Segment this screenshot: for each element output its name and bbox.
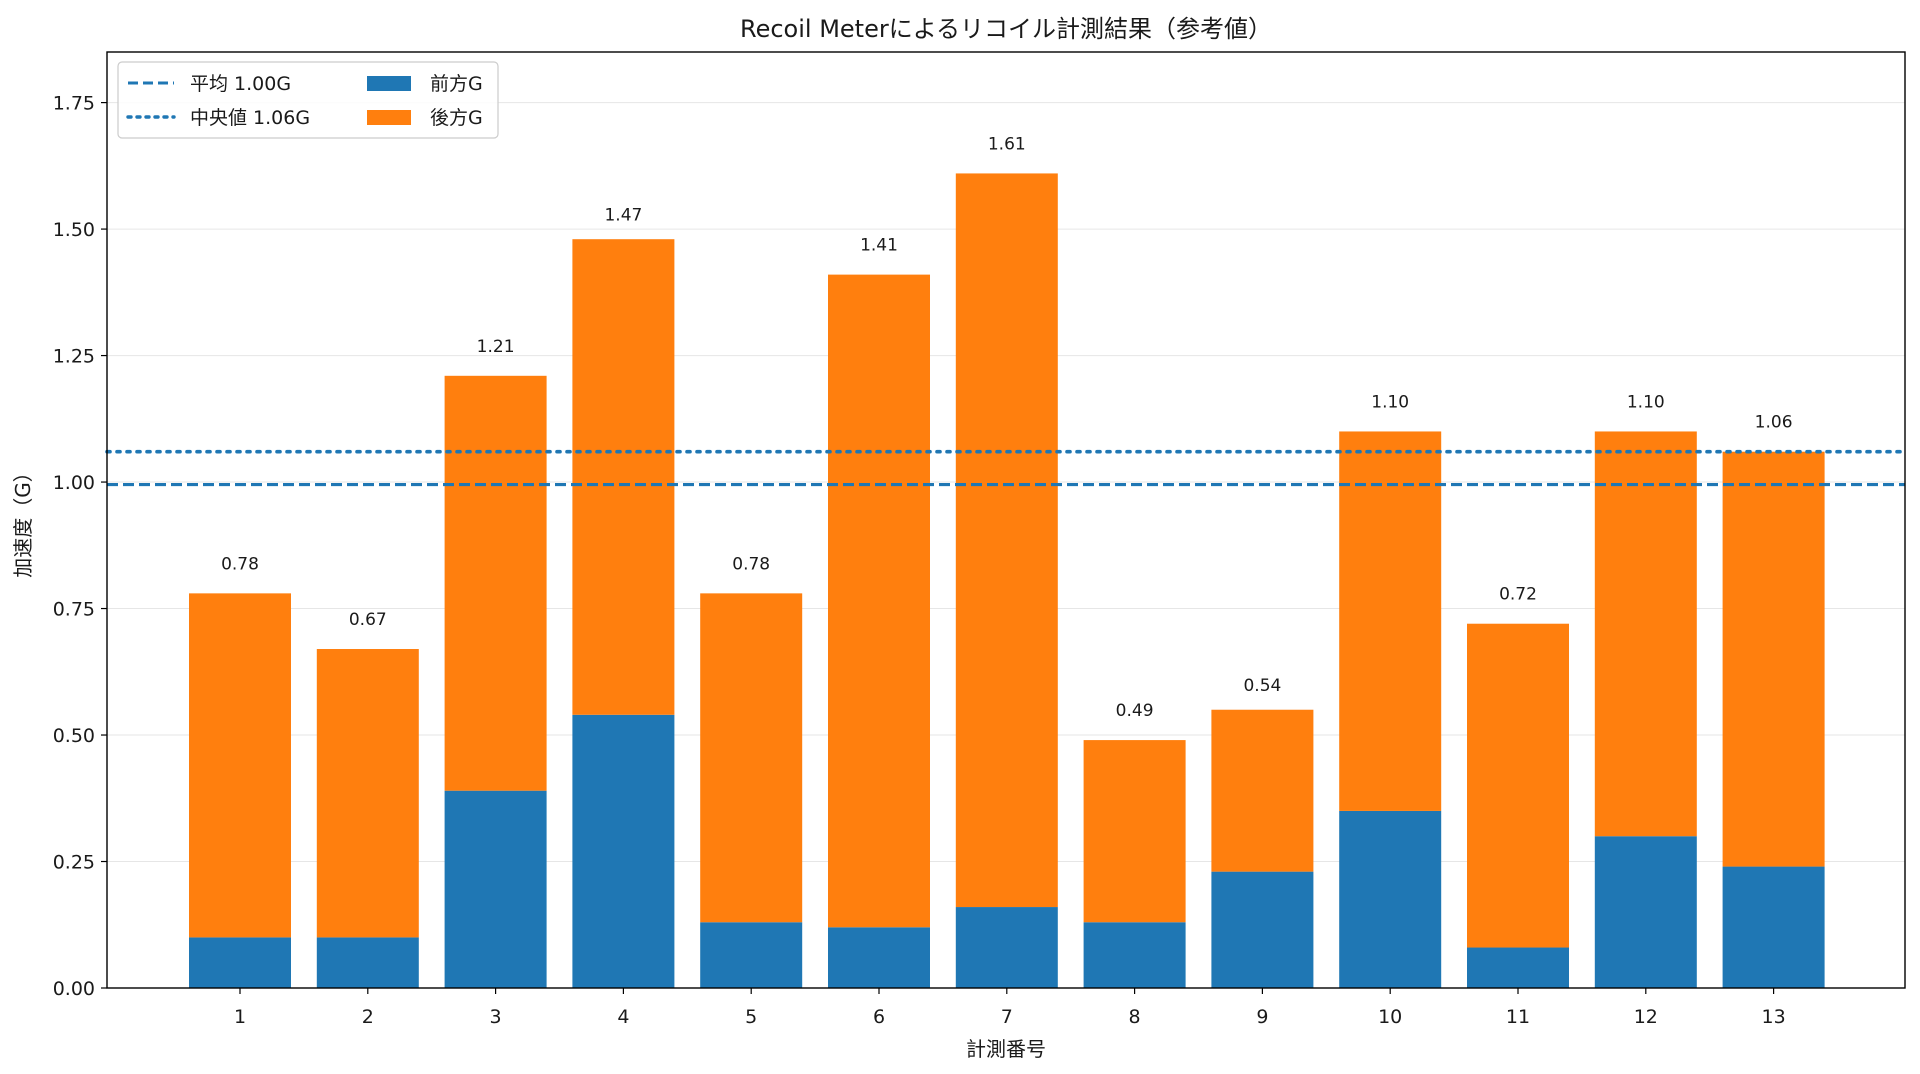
y-tick-label: 0.50 — [53, 725, 95, 747]
x-axis: 1 2 3 4 5 6 7 8 9 10 11 12 13 — [234, 988, 1786, 1028]
data-labels: 0.78 0.67 1.21 1.47 0.78 1.41 1.61 0.49 0.54 1.10… — [221, 134, 1792, 721]
chart-title: Recoil Meterによるリコイル計測結果（参考値） — [740, 15, 1272, 43]
bar-rear — [1339, 431, 1442, 811]
bar-front — [955, 907, 1058, 988]
x-tick-label: 5 — [745, 1006, 757, 1028]
x-tick-label: 12 — [1634, 1006, 1658, 1028]
legend-mean-label: 平均 1.00G — [190, 73, 291, 95]
y-tick-label: 1.50 — [53, 219, 95, 241]
total-label: 1.41 — [860, 236, 898, 256]
legend: 平均 1.00G 中央値 1.06G 前方G 後方G — [117, 61, 499, 139]
bar-front — [572, 714, 675, 988]
total-label: 1.47 — [604, 205, 642, 225]
bar-rear — [1722, 451, 1825, 867]
bar-rear — [1594, 431, 1697, 837]
bar-front — [1467, 947, 1569, 988]
bar-rear — [955, 173, 1058, 908]
total-label: 0.72 — [1499, 585, 1537, 605]
total-label: 0.78 — [221, 554, 259, 574]
plot-frame — [106, 51, 1906, 989]
bar-front — [828, 927, 930, 988]
bar-front — [444, 790, 547, 988]
bar-rear — [189, 593, 291, 938]
total-label: 0.54 — [1243, 676, 1281, 696]
bar-front — [1594, 836, 1697, 988]
bar-rear — [828, 274, 930, 928]
legend-front-swatch — [367, 76, 411, 91]
total-label: 1.10 — [1627, 392, 1665, 412]
x-axis-title: 計測番号 — [966, 1037, 1046, 1061]
bar-rear — [444, 375, 547, 791]
x-tick-label: 3 — [490, 1006, 502, 1028]
x-tick-label: 4 — [617, 1006, 629, 1028]
bar-front — [189, 937, 291, 988]
x-tick-label: 6 — [873, 1006, 885, 1028]
total-label: 0.67 — [349, 610, 387, 630]
reference-lines — [105, 449, 1907, 487]
total-label: 1.21 — [477, 337, 515, 357]
y-tick-label: 0.00 — [53, 978, 95, 1000]
y-tick-label: 1.00 — [53, 472, 95, 494]
y-tick-label: 1.25 — [53, 346, 95, 368]
x-tick-label: 7 — [1001, 1006, 1013, 1028]
bar-front — [1211, 871, 1314, 988]
bar-rear — [1211, 709, 1314, 872]
x-tick-label: 13 — [1762, 1006, 1786, 1028]
bar-rear — [316, 649, 419, 938]
x-tick-label: 10 — [1378, 1006, 1402, 1028]
y-tick-label: 0.25 — [53, 852, 95, 874]
bar-front — [700, 922, 803, 988]
bar-front — [1083, 922, 1186, 988]
bars — [189, 173, 1825, 988]
bar-front — [1722, 866, 1825, 988]
y-tick-label: 1.75 — [53, 93, 95, 115]
y-tick-label: 0.75 — [53, 599, 95, 621]
bar-front — [316, 937, 419, 988]
x-tick-label: 1 — [234, 1006, 246, 1028]
x-tick-label: 11 — [1506, 1006, 1530, 1028]
x-tick-label: 2 — [362, 1006, 374, 1028]
total-label: 0.78 — [732, 554, 770, 574]
bar-front — [1339, 810, 1442, 988]
total-label: 0.49 — [1116, 701, 1154, 721]
total-label: 1.61 — [988, 134, 1026, 154]
legend-front-label: 前方G — [430, 73, 483, 95]
legend-rear-label: 後方G — [430, 107, 483, 129]
legend-rear-swatch — [367, 110, 411, 125]
y-axis: 0.00 0.25 0.50 0.75 1.00 1.25 1.50 1.75 — [53, 93, 107, 1000]
x-tick-label: 9 — [1256, 1006, 1268, 1028]
x-tick-label: 8 — [1129, 1006, 1141, 1028]
total-label: 1.10 — [1371, 392, 1409, 412]
bar-rear — [572, 239, 675, 715]
bar-rear — [700, 593, 803, 923]
bar-rear — [1083, 740, 1186, 923]
bar-rear — [1467, 623, 1569, 948]
legend-median-label: 中央値 1.06G — [190, 107, 310, 129]
total-label: 1.06 — [1755, 413, 1793, 433]
y-axis-title: 加速度（G） — [11, 462, 35, 578]
